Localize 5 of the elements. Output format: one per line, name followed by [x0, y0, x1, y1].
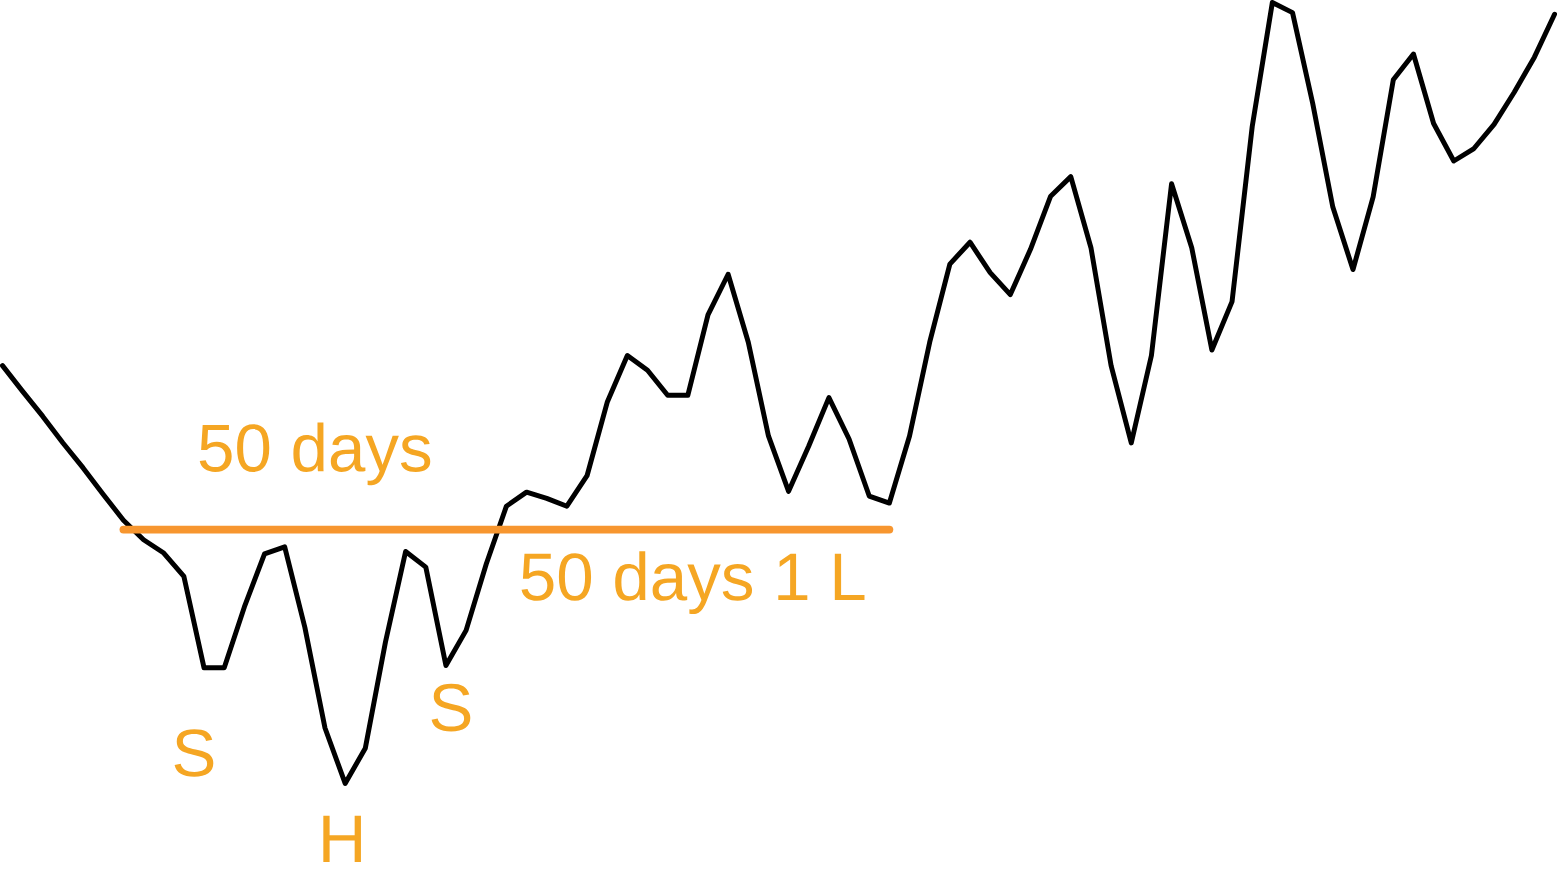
annotation: 50 days [199, 422, 431, 486]
annotation: S [174, 729, 214, 777]
annotation: S [431, 683, 471, 732]
text: H [323, 815, 361, 863]
annotation: 50 days 1 L [521, 551, 865, 615]
